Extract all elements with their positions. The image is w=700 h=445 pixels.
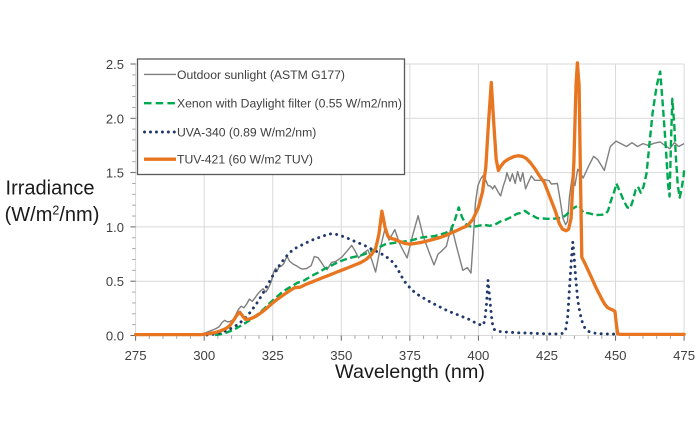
- svg-text:Outdoor sunlight (ASTM G177): Outdoor sunlight (ASTM G177): [177, 68, 345, 82]
- svg-text:0.0: 0.0: [106, 329, 124, 344]
- svg-text:UVA-340 (0.89 W/m2/nm): UVA-340 (0.89 W/m2/nm): [177, 126, 316, 140]
- svg-text:350: 350: [330, 348, 352, 363]
- svg-text:1.0: 1.0: [106, 220, 124, 235]
- svg-text:Irradiance: Irradiance: [6, 178, 95, 200]
- svg-text:275: 275: [125, 348, 147, 363]
- svg-text:Xenon with Daylight filter (0.: Xenon with Daylight filter (0.55 W/m2/nm…: [177, 97, 402, 111]
- svg-text:450: 450: [604, 348, 626, 363]
- svg-text:300: 300: [193, 348, 215, 363]
- svg-text:475: 475: [673, 348, 695, 363]
- svg-text:2.5: 2.5: [106, 57, 124, 72]
- svg-text:TUV-421 (60 W/m2 TUV): TUV-421 (60 W/m2 TUV): [177, 153, 313, 167]
- svg-text:1.5: 1.5: [106, 166, 124, 181]
- svg-text:0.5: 0.5: [106, 274, 124, 289]
- svg-text:425: 425: [536, 348, 558, 363]
- svg-text:375: 375: [399, 348, 421, 363]
- svg-text:Wavelength (nm): Wavelength (nm): [335, 361, 485, 383]
- svg-text:(W/m2/nm): (W/m2/nm): [5, 204, 100, 227]
- svg-text:2.0: 2.0: [106, 111, 124, 126]
- svg-text:400: 400: [467, 348, 489, 363]
- svg-text:325: 325: [262, 348, 284, 363]
